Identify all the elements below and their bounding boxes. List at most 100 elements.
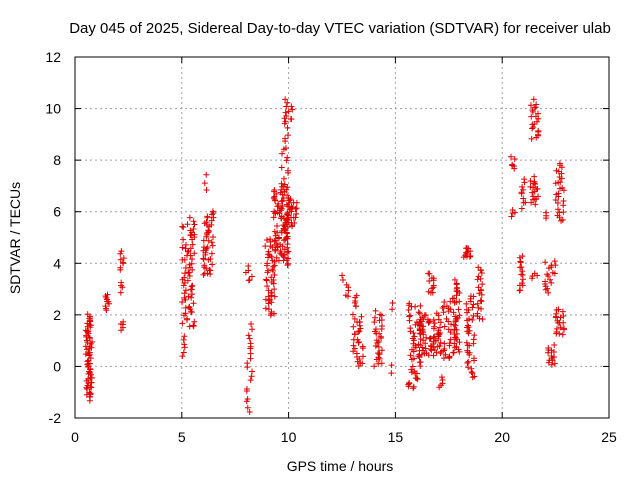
data-point (433, 310, 440, 317)
data-point (246, 335, 253, 342)
data-point (117, 264, 124, 271)
data-point (351, 330, 358, 337)
data-point (423, 334, 430, 341)
data-point (474, 276, 481, 283)
data-point (247, 377, 254, 384)
data-point (339, 276, 346, 283)
data-point (118, 248, 125, 255)
data-point (85, 328, 92, 335)
data-point (464, 248, 471, 255)
data-point (430, 316, 437, 323)
data-point (545, 345, 552, 352)
data-point (102, 305, 109, 312)
data-point (200, 255, 207, 262)
data-point (180, 336, 187, 343)
data-point (455, 306, 462, 313)
data-point (279, 197, 286, 204)
data-point (284, 241, 291, 248)
data-point (517, 259, 524, 266)
data-point (283, 157, 290, 164)
data-point (533, 101, 540, 108)
data-point (531, 173, 538, 180)
data-point (181, 274, 188, 281)
data-point (475, 284, 482, 291)
data-point (272, 237, 279, 244)
data-point (551, 258, 558, 265)
data-point (245, 332, 252, 339)
data-point (83, 333, 90, 340)
data-point (463, 339, 470, 346)
data-point (378, 322, 385, 329)
x-tick-label: 5 (178, 429, 186, 445)
data-point (359, 343, 366, 350)
data-point (179, 320, 186, 327)
data-point (277, 248, 284, 255)
data-point (188, 283, 195, 290)
data-point (527, 102, 534, 109)
data-point (191, 250, 198, 257)
data-point (351, 315, 358, 322)
data-point (456, 298, 463, 305)
data-point (544, 271, 551, 278)
data-point (417, 336, 424, 343)
data-point (448, 321, 455, 328)
data-point (478, 298, 485, 305)
data-point (528, 135, 535, 142)
data-point (447, 306, 454, 313)
data-point (479, 316, 486, 323)
data-point (184, 248, 191, 255)
data-point (542, 278, 549, 285)
data-point (201, 270, 208, 277)
data-point (103, 294, 110, 301)
data-point (203, 171, 210, 178)
data-point (284, 210, 291, 217)
data-point (248, 320, 255, 327)
x-tick-label: 15 (388, 429, 404, 445)
data-point (426, 335, 433, 342)
data-point (271, 187, 278, 194)
data-point (277, 189, 284, 196)
data-point (84, 382, 91, 389)
data-point (184, 221, 191, 228)
data-point (182, 241, 189, 248)
data-point (375, 350, 382, 357)
plot-frame (74, 56, 610, 419)
data-point (249, 326, 256, 333)
grid (75, 57, 609, 418)
data-point (478, 305, 485, 312)
data-point (271, 293, 278, 300)
data-point (274, 203, 281, 210)
data-point (533, 118, 540, 125)
data-point (264, 260, 271, 267)
data-point (200, 244, 207, 251)
data-point (518, 271, 525, 278)
y-tick-label: 10 (45, 101, 61, 117)
data-point (118, 279, 125, 286)
data-point (281, 181, 288, 188)
data-point (560, 198, 567, 205)
data-point (355, 328, 362, 335)
data-point (278, 205, 285, 212)
data-point (478, 270, 485, 277)
data-point (530, 96, 537, 103)
data-point (438, 348, 445, 355)
data-point (406, 313, 413, 320)
data-point (249, 368, 256, 375)
data-point (291, 219, 298, 226)
data-point (184, 315, 191, 322)
data-point (420, 337, 427, 344)
data-point (287, 116, 294, 123)
data-point (244, 396, 251, 403)
data-point (464, 342, 471, 349)
data-point (244, 404, 251, 411)
data-point (353, 303, 360, 310)
data-point (189, 282, 196, 289)
data-point (208, 239, 215, 246)
data-point (117, 289, 124, 296)
data-point (283, 186, 290, 193)
data-point (416, 319, 423, 326)
data-point (265, 248, 272, 255)
data-point (527, 178, 534, 185)
data-point (430, 352, 437, 359)
x-tick-label: 20 (494, 429, 510, 445)
